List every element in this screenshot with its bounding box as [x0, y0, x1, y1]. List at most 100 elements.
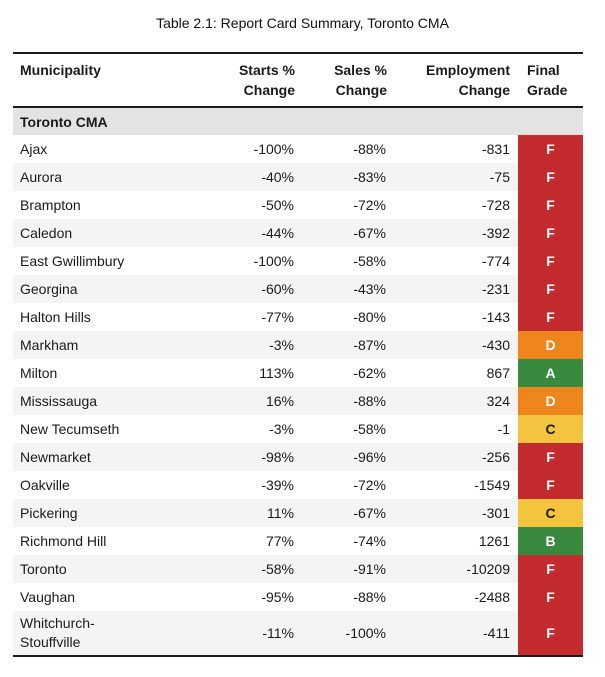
- sales-cell: -74%: [353, 533, 386, 549]
- municipality-cell: Toronto: [20, 560, 67, 577]
- table-title: Table 2.1: Report Card Summary, Toronto …: [156, 15, 449, 31]
- municipality-cell: Newmarket: [20, 448, 91, 465]
- grade-badge: F: [518, 611, 583, 656]
- sales-cell: -88%: [353, 393, 386, 409]
- table-row: Milton 113% -62% 867 A: [13, 359, 583, 387]
- sales-cell: -43%: [353, 281, 386, 297]
- grade-badge: F: [518, 163, 583, 191]
- starts-cell: -100%: [253, 253, 294, 269]
- starts-cell: -77%: [261, 309, 294, 325]
- employment-cell: -1: [497, 421, 510, 437]
- municipality-cell: Mississauga: [20, 392, 98, 409]
- starts-cell: 77%: [265, 533, 294, 549]
- sales-cell: -72%: [353, 197, 386, 213]
- grade-badge: F: [518, 275, 583, 303]
- grade-badge: D: [518, 387, 583, 415]
- sales-cell: -67%: [353, 505, 386, 521]
- municipality-cell: Ajax: [20, 140, 48, 157]
- group-row-toronto-cma: Toronto CMA: [13, 107, 583, 135]
- table-row: Brampton -50% -72% -728 F: [13, 191, 583, 219]
- grade-badge: F: [518, 303, 583, 331]
- column-header-municipality: Municipality: [13, 53, 153, 108]
- sales-cell: -88%: [353, 141, 386, 157]
- starts-cell: 113%: [259, 365, 294, 381]
- municipality-cell: Pickering: [20, 504, 78, 521]
- table-row: Caledon -44% -67% -392 F: [13, 219, 583, 247]
- starts-cell: -98%: [261, 449, 294, 465]
- starts-cell: 16%: [265, 393, 294, 409]
- sales-cell: -58%: [353, 253, 386, 269]
- employment-cell: -75: [489, 169, 510, 185]
- sales-cell: -80%: [353, 309, 386, 325]
- sales-cell: -62%: [353, 365, 386, 381]
- municipality-cell: East Gwillimbury: [20, 252, 125, 269]
- grade-badge: F: [518, 583, 583, 611]
- table-row: East Gwillimbury -100% -58% -774 F: [13, 247, 583, 275]
- table-body: Toronto CMA Ajax -100% -88% -831 F Auror…: [13, 107, 583, 656]
- column-header-starts: Starts % Change: [153, 53, 295, 108]
- municipality-cell: Whitchurch-Stouffville: [20, 615, 95, 650]
- sales-cell: -83%: [353, 169, 386, 185]
- employment-cell: -430: [481, 337, 510, 353]
- table-row: New Tecumseth -3% -58% -1 C: [13, 415, 583, 443]
- sales-cell: -100%: [345, 625, 386, 641]
- column-header-employment: Employment Change: [387, 53, 518, 108]
- employment-cell: -2488: [474, 589, 510, 605]
- grade-badge: F: [518, 555, 583, 583]
- table-row: Halton Hills -77% -80% -143 F: [13, 303, 583, 331]
- column-header-final-grade: Final Grade: [518, 53, 583, 108]
- table-header: Municipality Starts % Change Sales % Cha…: [13, 53, 583, 108]
- municipality-cell: Caledon: [20, 224, 73, 241]
- table-row: Newmarket -98% -96% -256 F: [13, 443, 583, 471]
- municipality-cell: Richmond Hill: [20, 532, 107, 549]
- employment-cell: -143: [481, 309, 510, 325]
- municipality-cell: Aurora: [20, 168, 63, 185]
- report-card-table: Municipality Starts % Change Sales % Cha…: [13, 52, 583, 657]
- grade-badge: B: [518, 527, 583, 555]
- municipality-cell: Brampton: [20, 196, 81, 213]
- group-row-label: Toronto CMA: [20, 113, 108, 130]
- employment-cell: -301: [481, 505, 510, 521]
- table-row: Toronto -58% -91% -10209 F: [13, 555, 583, 583]
- starts-cell: -40%: [261, 169, 294, 185]
- starts-cell: -44%: [261, 225, 294, 241]
- grade-badge: D: [518, 331, 583, 359]
- employment-cell: -231: [481, 281, 510, 297]
- table-row: Vaughan -95% -88% -2488 F: [13, 583, 583, 611]
- grade-badge: F: [518, 443, 583, 471]
- grade-badge: C: [518, 499, 583, 527]
- employment-cell: -728: [481, 197, 510, 213]
- employment-cell: -1549: [474, 477, 510, 493]
- starts-cell: 11%: [267, 505, 294, 521]
- sales-cell: -67%: [353, 225, 386, 241]
- starts-cell: -11%: [262, 625, 294, 641]
- grade-badge: C: [518, 415, 583, 443]
- table-row: Pickering 11% -67% -301 C: [13, 499, 583, 527]
- table-row: Richmond Hill 77% -74% 1261 B: [13, 527, 583, 555]
- starts-cell: -58%: [261, 561, 294, 577]
- employment-cell: -10209: [466, 561, 510, 577]
- starts-cell: -100%: [253, 141, 294, 157]
- employment-cell: -411: [483, 625, 510, 641]
- municipality-cell: Markham: [20, 336, 79, 353]
- employment-cell: -256: [481, 449, 510, 465]
- municipality-cell: Halton Hills: [20, 308, 91, 325]
- table-row: Georgina -60% -43% -231 F: [13, 275, 583, 303]
- starts-cell: -50%: [261, 197, 294, 213]
- sales-cell: -88%: [353, 589, 386, 605]
- municipality-cell: Milton: [20, 364, 58, 381]
- grade-badge: F: [518, 471, 583, 499]
- table-row: Whitchurch-Stouffville -11% -100% -411 F: [13, 611, 583, 656]
- grade-badge: F: [518, 135, 583, 163]
- table-row: Mississauga 16% -88% 324 D: [13, 387, 583, 415]
- municipality-cell: Vaughan: [20, 588, 76, 605]
- municipality-cell: New Tecumseth: [20, 420, 120, 437]
- sales-cell: -58%: [353, 421, 386, 437]
- employment-cell: -392: [481, 225, 510, 241]
- employment-cell: 324: [486, 393, 510, 409]
- table-row: Markham -3% -87% -430 D: [13, 331, 583, 359]
- employment-cell: -774: [481, 253, 510, 269]
- sales-cell: -96%: [353, 449, 386, 465]
- grade-badge: F: [518, 219, 583, 247]
